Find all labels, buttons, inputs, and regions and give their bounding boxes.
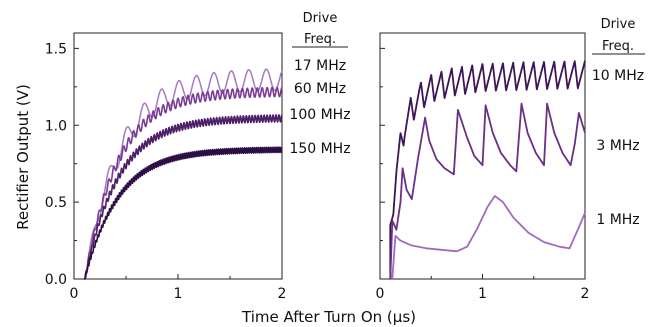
- series-line-1-mhz: [391, 195, 586, 280]
- series-line-10-mhz: [389, 60, 586, 279]
- series-line-60-mhz: [83, 86, 283, 280]
- legend-title-line: Drive: [303, 11, 338, 26]
- right-traces: [389, 60, 586, 280]
- series-label: 3 MHz: [596, 138, 639, 154]
- x-tick-label: 0: [70, 286, 79, 302]
- y-tick-label: 1.5: [45, 41, 67, 57]
- series-label: 60 MHz: [294, 81, 346, 97]
- right-axis-ticks: 0 1 2: [376, 47, 590, 302]
- series-label: 17 MHz: [294, 58, 346, 74]
- y-axis-label: Rectifier Output (V): [14, 84, 32, 230]
- series-line-150-mhz: [83, 146, 283, 280]
- left-chart-panel: 0 1 2 0.0 0.5 1.0 1.5 Drive Freq. 17 MHz 60 MHz 10…: [45, 11, 351, 302]
- left-legend: Drive Freq. 17 MHz 60 MHz 100 MHz 150 MHz: [289, 11, 350, 157]
- legend-title-line: Freq.: [304, 32, 336, 47]
- left-traces: [83, 68, 283, 280]
- y-tick-label: 0.0: [45, 272, 67, 288]
- left-axis-ticks: 0 1 2 0.0 0.5 1.0 1.5: [45, 41, 287, 302]
- series-line-3-mhz: [389, 102, 586, 280]
- x-tick-label: 1: [174, 286, 183, 302]
- series-line-17-mhz: [83, 68, 283, 280]
- series-label: 1 MHz: [596, 212, 639, 228]
- x-tick-label: 2: [581, 286, 590, 302]
- legend-title-line: Freq.: [602, 39, 634, 54]
- legend-title-line: Drive: [601, 17, 636, 32]
- x-tick-label: 0: [376, 286, 385, 302]
- y-tick-label: 1.0: [45, 118, 67, 134]
- series-label: 10 MHz: [592, 68, 644, 84]
- x-tick-label: 1: [478, 286, 487, 302]
- x-axis-label: Time After Turn On (µs): [241, 308, 416, 326]
- series-label: 150 MHz: [289, 141, 350, 157]
- y-tick-label: 0.5: [45, 195, 67, 211]
- right-chart-panel: 0 1 2 Drive Freq. 10 MHz 3 MHz 1 MHz: [376, 17, 645, 302]
- series-line-100-mhz: [83, 114, 283, 280]
- x-tick-label: 2: [278, 286, 287, 302]
- right-legend: Drive Freq. 10 MHz 3 MHz 1 MHz: [592, 17, 645, 228]
- series-label: 100 MHz: [289, 107, 350, 123]
